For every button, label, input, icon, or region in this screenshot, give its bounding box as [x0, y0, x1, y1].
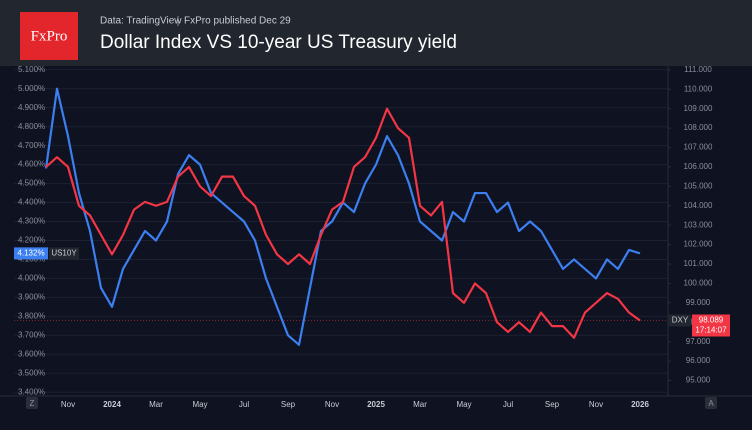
y2-tick-label: 105.000 — [684, 181, 713, 190]
x-tick-label: 2026 — [631, 400, 649, 409]
value-badge-label: 4.132% — [17, 248, 44, 257]
y2-tick-label: 110.000 — [684, 84, 713, 93]
x-tick-label: Mar — [413, 400, 427, 409]
logo-box — [20, 12, 78, 60]
x-tick-label: Sep — [281, 400, 296, 409]
chart-title: Dollar Index VS 10-year US Treasury yiel… — [100, 32, 457, 53]
button-bg — [26, 397, 38, 409]
y2-tick-label: 99.000 — [686, 298, 711, 307]
y-tick-label: 5.100% — [18, 65, 45, 74]
y2-tick-label: 106.000 — [684, 162, 713, 171]
right-button[interactable]: A — [708, 399, 714, 408]
labels: 3.400% 3.500% 3.600% 3.700% 3.800% 3.900% 4.00… — [14, 65, 730, 409]
value-badge-label: 98.089 — [699, 316, 724, 325]
series-line — [45, 107, 641, 339]
y2-tick-label: 96.000 — [686, 356, 711, 365]
y-tick-label: 3.500% — [18, 368, 45, 377]
x-tick-label: Nov — [325, 400, 339, 409]
grid — [14, 69, 668, 393]
value-badge — [14, 247, 48, 260]
y-tick-label: 4.700% — [18, 141, 45, 150]
header — [0, 0, 752, 66]
ticker: DXY — [672, 316, 689, 325]
y2-tick-label: 100.000 — [684, 279, 713, 288]
value-badge — [692, 314, 730, 337]
y2-tick-label: 104.000 — [684, 201, 713, 210]
y2-tick-label: 108.000 — [684, 123, 713, 132]
left-button[interactable]: Z — [30, 399, 35, 408]
y2-tick-label: 101.000 — [684, 259, 713, 268]
y-tick-label: 3.600% — [18, 349, 45, 358]
y-tick-label: 5.000% — [18, 84, 45, 93]
logo: FxPro — [31, 28, 68, 44]
y2-tick-label: 95.000 — [686, 376, 711, 385]
lines — [14, 87, 668, 346]
x-tick-label: Nov — [589, 400, 603, 409]
x-tick-label: Mar — [149, 400, 163, 409]
x-tick-label: Jul — [239, 400, 249, 409]
y-tick-label: 4.000% — [18, 274, 45, 283]
x-tick-label: May — [192, 400, 207, 409]
y-tick-label: 4.200% — [18, 236, 45, 245]
x-tick-label: Sep — [545, 400, 560, 409]
y-tick-label: 4.300% — [18, 217, 45, 226]
publisher: FxPro published Dec 29 — [184, 16, 291, 27]
y-tick-label: 4.500% — [18, 179, 45, 188]
y-tick-label: 3.800% — [18, 311, 45, 320]
x-tick-label: 2024 — [103, 400, 121, 409]
ticker-bg — [669, 314, 691, 327]
y-tick-label: 3.700% — [18, 330, 45, 339]
y2-tick-label: 111.000 — [684, 65, 712, 74]
y-tick-label: 3.400% — [18, 387, 45, 396]
y-tick-label: 4.400% — [18, 198, 45, 207]
ticker: US10Y — [51, 248, 77, 257]
y-tick-label: 4.600% — [18, 160, 45, 169]
x-tick-label: Jul — [503, 400, 513, 409]
ticker-bg — [49, 247, 79, 260]
y2-tick-label: 107.000 — [684, 143, 713, 152]
y-tick-label: 4.900% — [18, 103, 45, 112]
countdown: 17:14:07 — [695, 326, 727, 335]
x-tick-label: May — [456, 400, 471, 409]
y2-tick-label: 103.000 — [684, 220, 713, 229]
y2-tick-label: 109.000 — [684, 104, 713, 113]
source: Data: TradingView — [100, 16, 182, 27]
x-tick-label: 2025 — [367, 400, 385, 409]
x-tick-label: Nov — [61, 400, 75, 409]
button-bg — [705, 397, 717, 409]
y2-tick-label: 97.000 — [686, 337, 711, 346]
y-tick-label: 4.800% — [18, 122, 45, 131]
y-tick-label: 3.900% — [18, 292, 45, 301]
y2-tick-label: 102.000 — [684, 240, 713, 249]
